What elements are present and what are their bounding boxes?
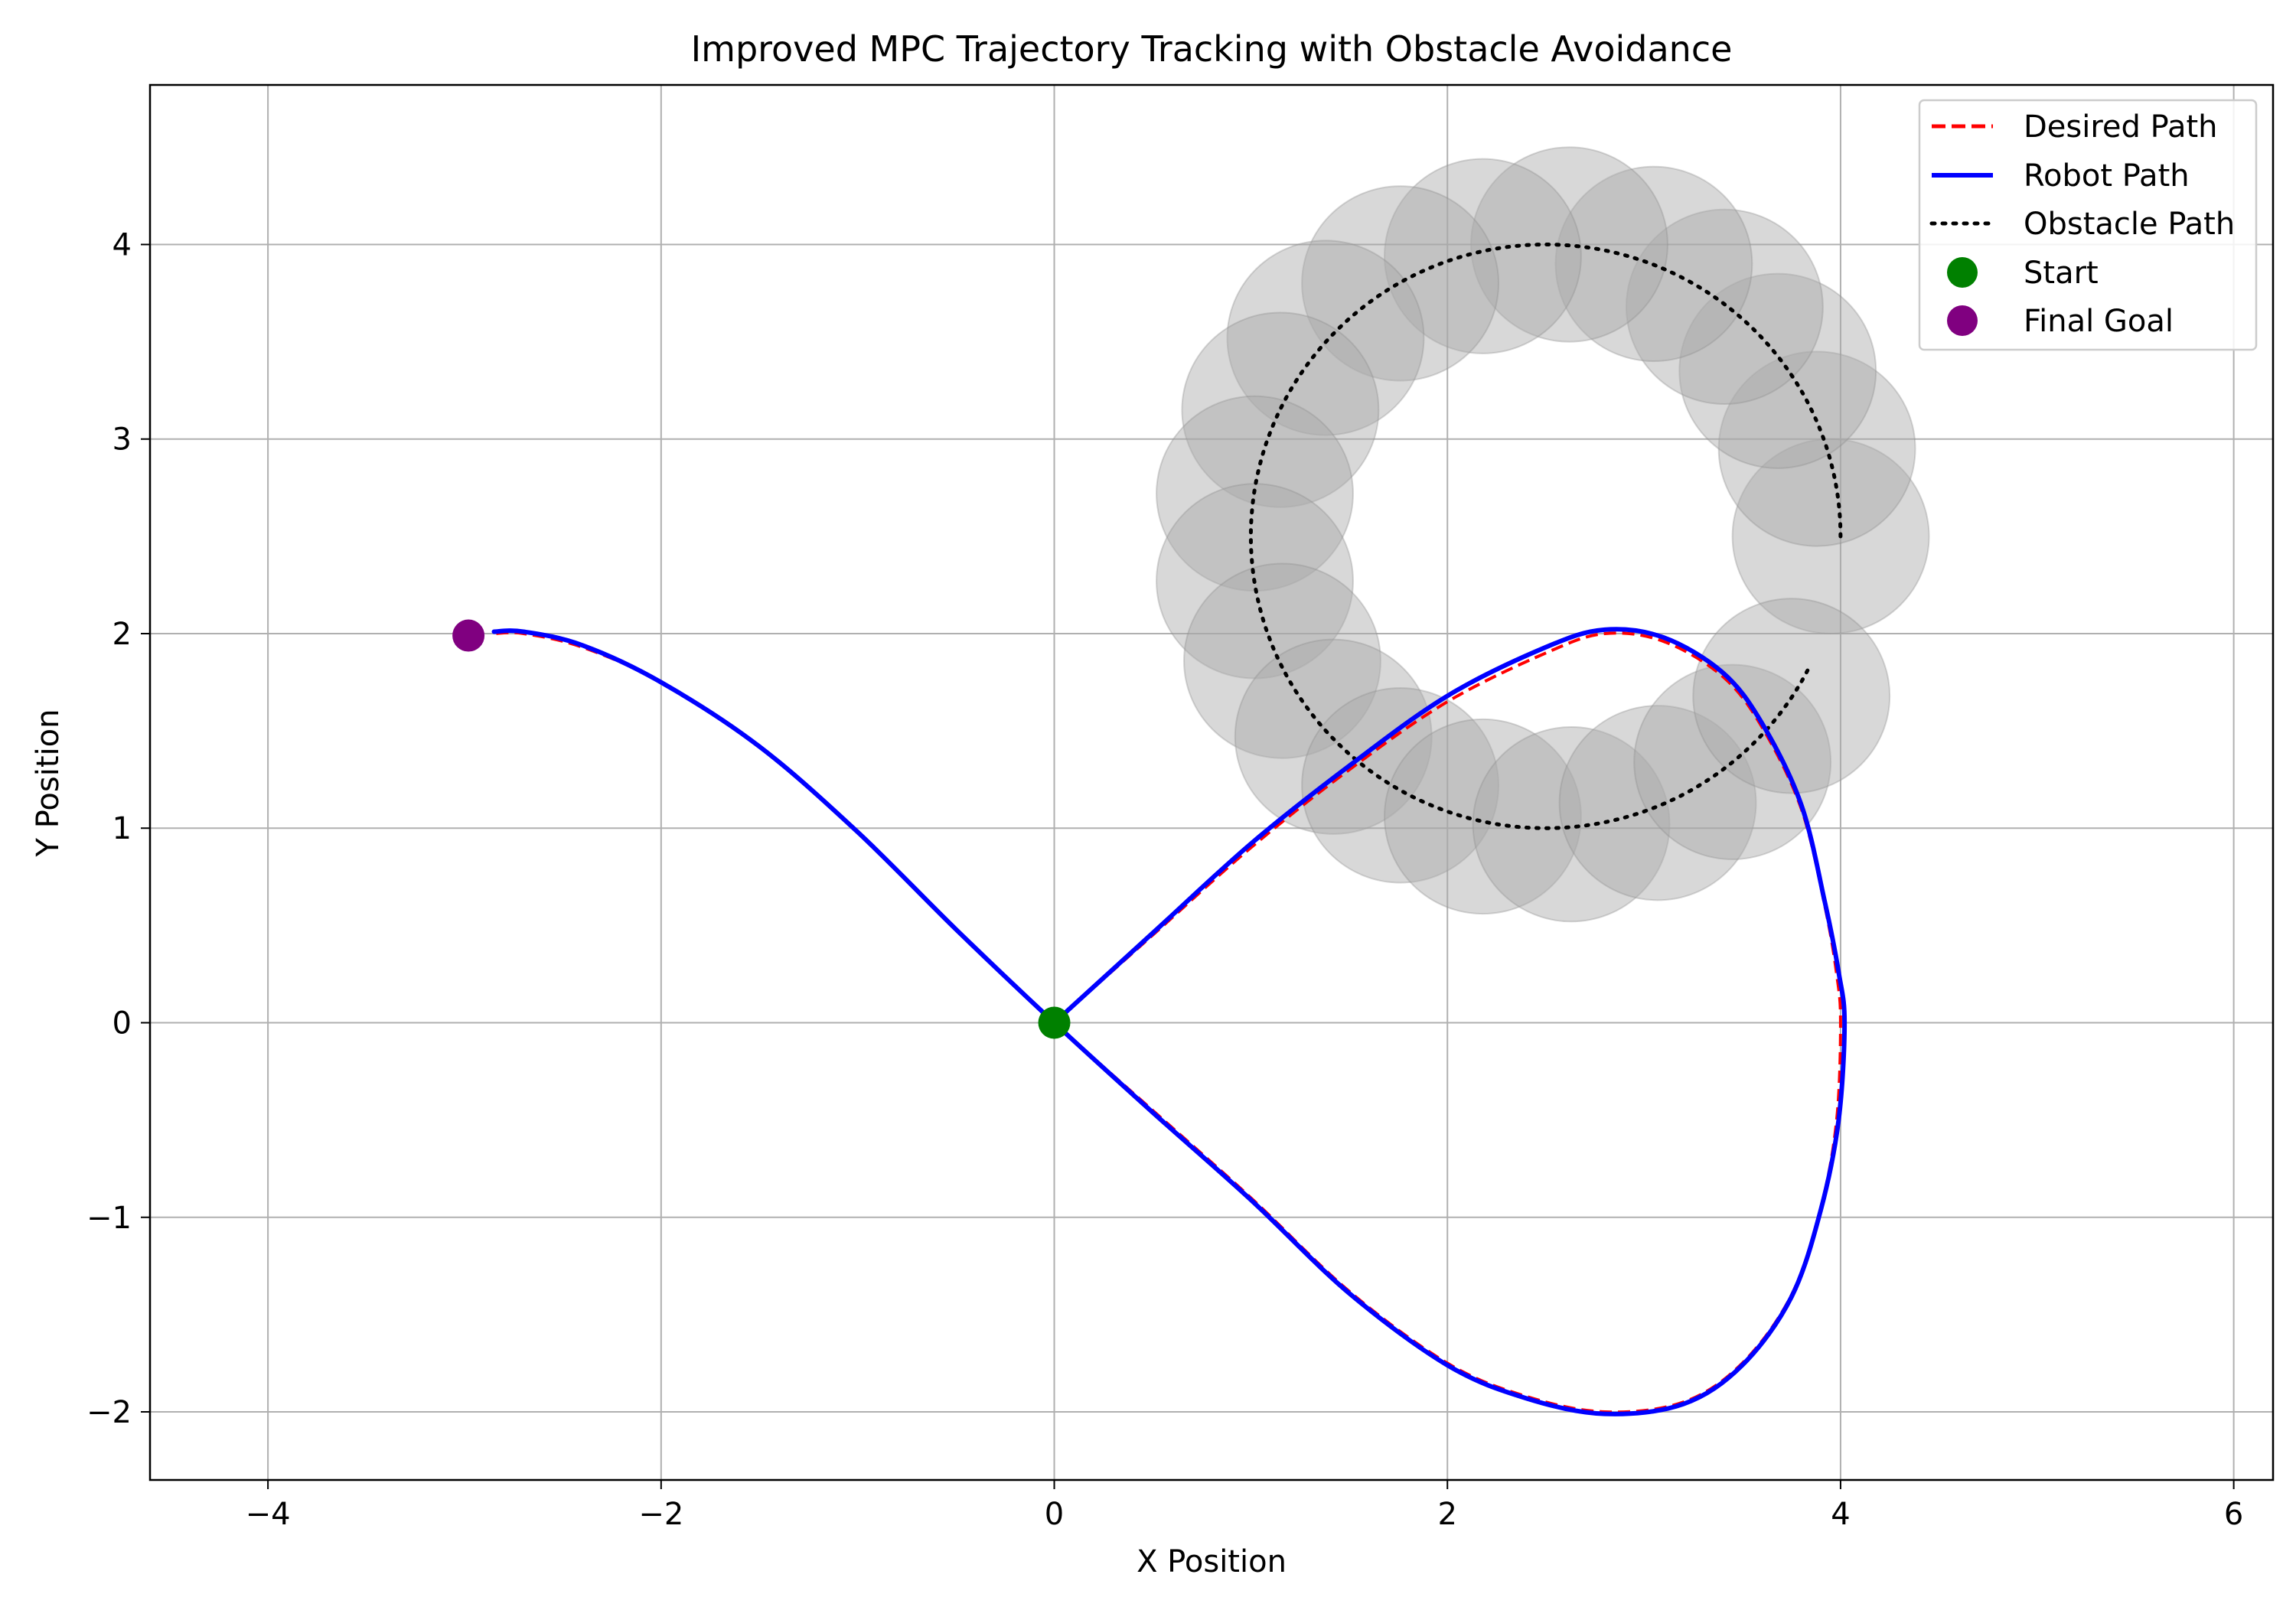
legend: Desired Path Robot Path Obstacle Path St… bbox=[1918, 99, 2258, 351]
obstacle-circle bbox=[1183, 562, 1381, 759]
legend-swatch-start bbox=[1947, 257, 1978, 288]
series-line-obstacle-path bbox=[1248, 243, 1843, 830]
x-axis-label: X Position bbox=[1137, 1544, 1287, 1579]
obstacle-circle bbox=[1472, 726, 1671, 923]
x-tick-label: 2 bbox=[1437, 1497, 1456, 1532]
y-tick-label: 4 bbox=[113, 227, 132, 262]
y-tick-label: −1 bbox=[86, 1201, 132, 1236]
legend-label-desired-path: Desired Path bbox=[2024, 109, 2218, 145]
obstacle-circle bbox=[1181, 311, 1380, 508]
marker-final-goal bbox=[452, 619, 485, 652]
marker-start bbox=[1038, 1006, 1071, 1039]
axis-ticks: −4 −2 0 2 4 6 −2 −1 0 1 2 3 4 bbox=[86, 227, 2243, 1532]
y-tick-label: 0 bbox=[113, 1006, 132, 1041]
series-line-robot-path bbox=[491, 627, 1848, 1416]
legend-label-obstacle-path: Obstacle Path bbox=[2024, 207, 2235, 242]
obstacle-circle bbox=[1717, 350, 1916, 547]
grid bbox=[150, 85, 2273, 1480]
y-tick-label: −2 bbox=[86, 1395, 132, 1430]
y-tick-label: 3 bbox=[113, 422, 132, 458]
x-tick-label: 6 bbox=[2224, 1497, 2243, 1532]
legend-frame bbox=[1918, 99, 2258, 351]
legend-label-start: Start bbox=[2024, 256, 2099, 291]
x-tick-label: 0 bbox=[1045, 1497, 1064, 1532]
series-lines bbox=[491, 243, 1848, 1416]
plot-frame bbox=[148, 83, 2275, 1482]
x-tick-label: −4 bbox=[246, 1497, 291, 1532]
legend-swatch-final-goal bbox=[1947, 305, 1978, 336]
legend-label-final-goal: Final Goal bbox=[2024, 304, 2174, 339]
obstacle-circle bbox=[1301, 185, 1500, 382]
obstacle-circle bbox=[1301, 687, 1500, 884]
y-tick-label: 1 bbox=[113, 811, 132, 846]
x-tick-label: −2 bbox=[638, 1497, 683, 1532]
obstacle-circle bbox=[1384, 718, 1582, 915]
x-tick-label: 4 bbox=[1831, 1497, 1850, 1532]
legend-label-robot-path: Robot Path bbox=[2024, 158, 2190, 194]
obstacle-circle bbox=[1384, 158, 1582, 354]
obstacle-circle bbox=[1678, 272, 1877, 469]
obstacle-circle bbox=[1558, 705, 1757, 901]
chart-title: Improved MPC Trajectory Tracking with Ob… bbox=[691, 28, 1733, 70]
y-tick-label: 2 bbox=[113, 617, 132, 652]
markers bbox=[452, 619, 1071, 1039]
obstacle-circle bbox=[1625, 208, 1824, 405]
y-axis-label: Y Position bbox=[31, 709, 66, 858]
obstacle-circle bbox=[1731, 438, 1930, 634]
obstacle-circle bbox=[1226, 240, 1425, 436]
